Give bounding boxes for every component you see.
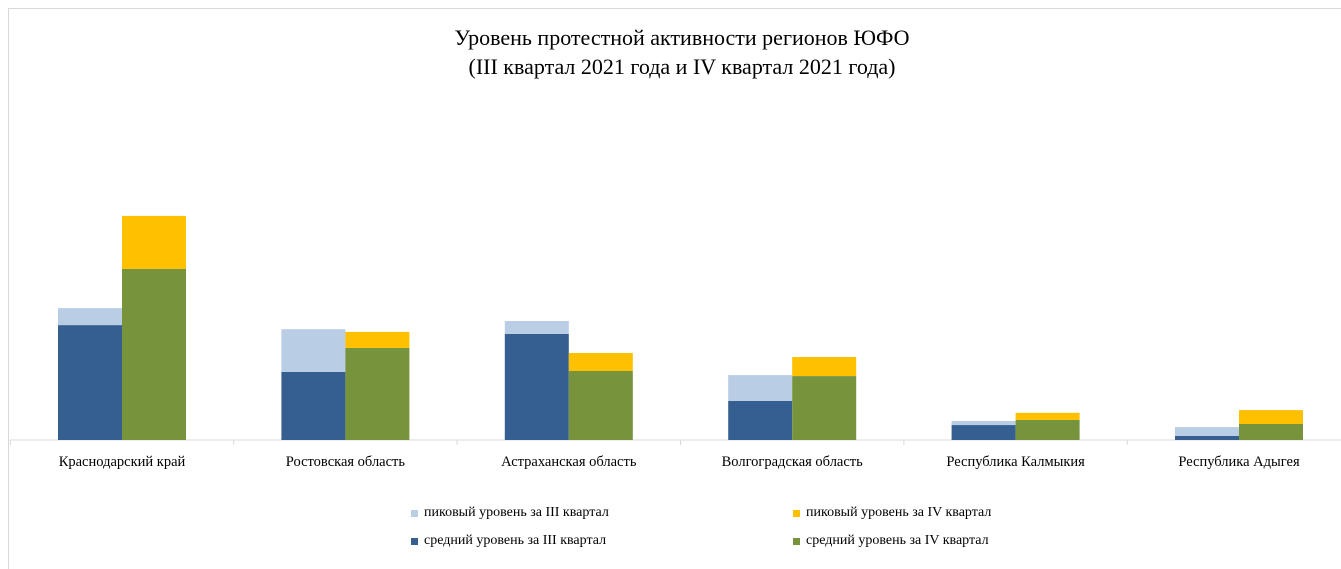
chart-subtitle: (III квартал 2021 года и IV квартал 2021… bbox=[468, 54, 896, 79]
bar-q4-peak-5 bbox=[1015, 412, 1080, 420]
bar-q3-mean-4 bbox=[728, 400, 793, 440]
x-axis-ticks bbox=[9, 440, 1128, 445]
legend-swatch-mean-q4 bbox=[793, 537, 800, 545]
legend-item-peak-q4: пиковый уровень за IV квартал bbox=[793, 504, 991, 522]
bar-q4-mean-3 bbox=[568, 371, 633, 440]
category-label: Ростовская область bbox=[286, 454, 406, 470]
bar-q3-peak-4 bbox=[728, 375, 793, 401]
chart-frame bbox=[8, 8, 1341, 569]
legend-label-mean-q4: средний уровень за IV квартал bbox=[806, 533, 989, 548]
category-label: Астраханская область bbox=[501, 454, 637, 470]
bar-q3-peak-5 bbox=[951, 421, 1016, 426]
bar-q3-mean-3 bbox=[504, 333, 569, 440]
category-labels: Краснодарский край Ростовская область Астр… bbox=[59, 454, 1300, 470]
bar-q4-peak-3 bbox=[568, 353, 633, 371]
category-label: Республика Калмыкия bbox=[946, 454, 1085, 470]
bar-q3-peak-1 bbox=[58, 308, 122, 326]
legend-label-mean-q3: средний уровень за III квартал bbox=[424, 533, 607, 548]
bar-q4-mean-1 bbox=[122, 269, 186, 440]
legend-swatch-peak-q3 bbox=[411, 509, 418, 517]
chart-title: Уровень протестной активности регионов Ю… bbox=[454, 25, 910, 50]
bar-q3-mean-1 bbox=[58, 325, 122, 440]
bar-q3-mean-2 bbox=[281, 372, 346, 440]
legend-swatch-mean-q3 bbox=[411, 537, 418, 545]
category-label: Краснодарский край bbox=[59, 454, 186, 470]
bar-q4-peak-2 bbox=[345, 331, 410, 348]
bar-q3-mean-5 bbox=[951, 425, 1016, 440]
category-label: Республика Адыгея bbox=[1178, 454, 1300, 470]
bar-q4-mean-5 bbox=[1015, 419, 1080, 440]
bar-q3-peak-2 bbox=[281, 329, 346, 372]
legend-label-peak-q3: пиковый уровень за III квартал bbox=[424, 505, 609, 520]
bar-q4-mean-6 bbox=[1239, 424, 1303, 440]
legend-item-mean-q4: средний уровень за IV квартал bbox=[793, 532, 989, 550]
category-label: Волгоградская область bbox=[722, 454, 864, 470]
bar-series bbox=[58, 215, 1303, 440]
legend-label-peak-q4: пиковый уровень за IV квартал bbox=[806, 505, 992, 520]
bar-q3-peak-3 bbox=[504, 321, 569, 334]
bar-q4-mean-4 bbox=[792, 376, 857, 440]
bar-q4-peak-1 bbox=[122, 215, 186, 269]
bar-q3-mean-6 bbox=[1175, 435, 1239, 440]
legend-swatch-peak-q4 bbox=[793, 509, 800, 517]
bar-q4-peak-6 bbox=[1239, 410, 1303, 424]
bar-q3-peak-6 bbox=[1175, 427, 1239, 436]
legend-item-peak-q3: пиковый уровень за III квартал bbox=[411, 504, 609, 522]
bar-q4-mean-2 bbox=[345, 347, 410, 440]
bar-q4-peak-4 bbox=[792, 357, 857, 376]
legend-item-mean-q3: средний уровень за III квартал bbox=[411, 532, 606, 550]
